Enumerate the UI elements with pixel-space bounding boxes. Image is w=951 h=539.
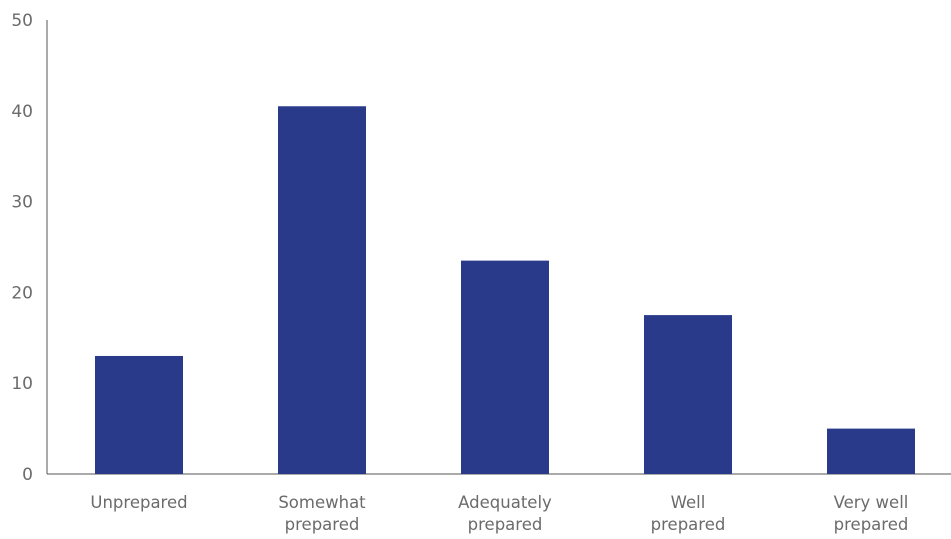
y-axis: 0 10 20 30 40 50 bbox=[11, 11, 48, 485]
category-labels: Unprepared Somewhat prepared Adequately prep… bbox=[90, 493, 908, 534]
x-tick-label: Unprepared bbox=[90, 493, 187, 512]
y-tick-label: 30 bbox=[11, 193, 33, 213]
x-tick-label: Well bbox=[671, 493, 706, 512]
bar bbox=[644, 315, 732, 474]
x-tick-label: prepared bbox=[468, 515, 543, 534]
x-tick-label: prepared bbox=[285, 515, 360, 534]
y-tick-label: 20 bbox=[11, 283, 33, 303]
y-tick-label: 40 bbox=[11, 102, 33, 122]
bar bbox=[278, 106, 366, 474]
y-tick-label: 0 bbox=[22, 465, 33, 485]
x-tick-label: Somewhat bbox=[278, 493, 366, 512]
bar bbox=[461, 260, 549, 474]
bars bbox=[95, 106, 915, 474]
y-tick-label: 10 bbox=[11, 374, 33, 394]
x-tick-label: prepared bbox=[834, 515, 909, 534]
x-tick-label: prepared bbox=[651, 515, 726, 534]
y-tick-label: 50 bbox=[11, 11, 33, 31]
bar bbox=[827, 428, 915, 474]
x-tick-label: Adequately bbox=[458, 493, 552, 512]
bar bbox=[95, 355, 183, 474]
x-tick-label: Very well bbox=[834, 493, 909, 512]
